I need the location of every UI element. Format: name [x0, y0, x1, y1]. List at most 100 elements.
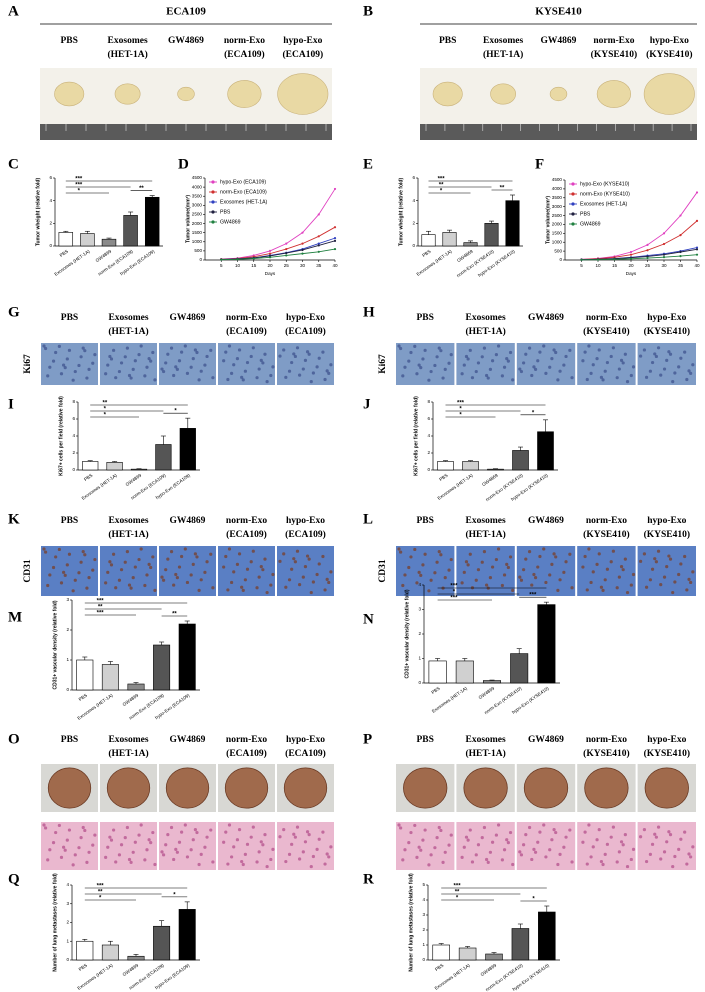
tissue-dot — [315, 847, 319, 851]
panel-letter: N — [363, 611, 374, 627]
tissue-dot — [71, 589, 75, 593]
tissue-dot — [241, 378, 245, 382]
tissue-dot — [437, 346, 441, 350]
point — [679, 214, 682, 217]
tissue-dot — [609, 835, 613, 839]
tissue-dot — [585, 377, 589, 382]
column-label: hypo-Exo — [286, 735, 325, 745]
tissue-dot — [195, 830, 199, 835]
tissue-dot — [417, 845, 421, 849]
column-label: PBS — [416, 516, 433, 526]
tissue-dot — [524, 557, 528, 561]
column-label: hypo-Exo — [647, 313, 686, 323]
point — [285, 251, 288, 255]
tissue-dot — [494, 353, 498, 357]
column-label: (ECA109) — [226, 529, 267, 540]
y-tick-label: 3000 — [192, 203, 203, 208]
column-label: PBS — [61, 313, 78, 323]
tissue-dot — [667, 830, 671, 834]
tumor — [549, 86, 568, 102]
tissue-dot — [42, 547, 46, 551]
tissue-dot — [325, 369, 329, 373]
tissue-image — [100, 822, 157, 870]
legend-label: GW4869 — [580, 221, 601, 227]
tissue-dot — [211, 586, 215, 590]
tissue-dot — [687, 852, 691, 856]
tissue-dot — [496, 823, 501, 827]
tissue-dot — [423, 552, 427, 556]
ruler — [40, 124, 332, 140]
tissue-dot — [189, 365, 193, 369]
tissue-dot — [415, 855, 419, 859]
tumor — [114, 83, 141, 105]
tissue-dot — [127, 373, 132, 378]
tissue-dot — [683, 830, 687, 834]
tissue-dot — [466, 838, 470, 842]
tissue-dot — [500, 583, 504, 588]
tissue-dot — [43, 826, 48, 830]
column-label: (ECA109) — [285, 748, 326, 759]
tissue-dot — [587, 823, 591, 827]
tissue-dot — [269, 857, 273, 862]
tissue-dot — [570, 586, 574, 590]
tissue-dot — [227, 823, 232, 827]
tissue-dot — [81, 825, 85, 830]
tissue-dot — [623, 557, 627, 561]
tissue-dot — [508, 555, 513, 559]
tissue-dot — [648, 852, 652, 857]
tissue-dot — [172, 373, 176, 378]
tissue-dot — [673, 854, 677, 859]
y-tick-label: 8 — [427, 399, 430, 404]
point — [629, 257, 633, 260]
tissue-dot — [131, 576, 135, 580]
tissue-dot — [399, 346, 403, 351]
tissue-dot — [562, 845, 566, 849]
tissue-dot — [298, 373, 302, 377]
tissue-dot — [599, 375, 604, 379]
column-label: (HET-1A) — [465, 748, 505, 759]
significance-label: * — [104, 407, 107, 413]
bar — [512, 450, 529, 471]
tissue-dot — [506, 359, 510, 363]
y-tick-label: 0 — [559, 257, 562, 262]
tissue-dot — [562, 363, 566, 367]
tissue-dot — [665, 358, 669, 362]
tissue-dot — [106, 570, 110, 574]
tissue-dot — [494, 833, 498, 837]
tissue-dot — [67, 552, 72, 556]
tissue-dot — [653, 352, 657, 356]
tissue-dot — [329, 363, 333, 367]
tissue-dot — [653, 557, 657, 561]
tissue-dot — [317, 837, 321, 841]
tissue-dot — [648, 578, 652, 582]
tissue-dot — [83, 553, 87, 557]
tissue-dot — [650, 842, 655, 846]
tissue-dot — [617, 367, 621, 371]
y-tick-label: 4 — [66, 882, 69, 887]
tissue-dot — [421, 357, 425, 361]
tissue-dot — [419, 573, 423, 578]
y-tick-label: 4 — [422, 897, 425, 902]
tissue-dot — [629, 857, 633, 862]
tissue-dot — [191, 838, 195, 842]
tissue-dot — [403, 573, 407, 577]
point — [662, 256, 666, 259]
y-tick-label: 4 — [418, 582, 421, 587]
tissue-dot — [290, 360, 294, 365]
tissue-dot — [502, 365, 507, 369]
tissue-dot — [57, 823, 61, 828]
tissue-dot — [677, 847, 681, 851]
tissue-dot — [409, 350, 413, 355]
tissue-dot — [629, 373, 633, 378]
tissue-dot — [149, 565, 153, 570]
significance-label: ** — [455, 890, 460, 896]
tissue-dot — [542, 547, 546, 551]
panel-letter: A — [8, 3, 19, 19]
tissue-dot — [639, 835, 643, 839]
tissue-dot — [329, 570, 333, 574]
tissue-dot — [241, 588, 245, 592]
tissue-dot — [245, 842, 250, 846]
tissue-dot — [564, 354, 568, 359]
x-tick-label: PBS — [78, 693, 88, 702]
column-label: GW4869 — [170, 313, 206, 323]
